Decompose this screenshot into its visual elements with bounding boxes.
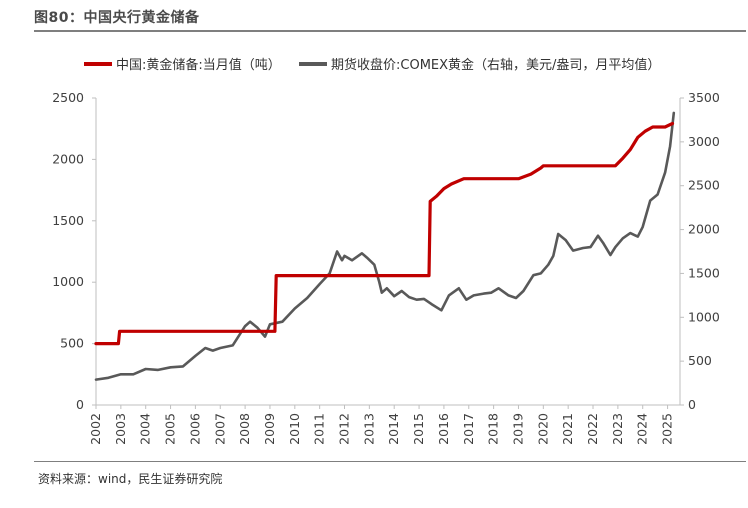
x-tick-label: 2022 [585, 413, 600, 445]
left-axis-ticks: 0 500 1000 1500 2000 2500 [52, 90, 96, 412]
x-tick-label: 2007 [212, 413, 227, 445]
right-tick-label: 0 [688, 397, 696, 412]
left-tick-label: 2000 [52, 151, 84, 166]
right-tick-label: 1500 [688, 265, 720, 280]
x-tick-label: 2021 [560, 413, 575, 445]
source-rule [34, 461, 746, 462]
left-tick-label: 0 [76, 397, 84, 412]
x-tick-label: 2023 [610, 413, 625, 445]
left-tick-label: 500 [60, 336, 84, 351]
x-tick-label: 2012 [337, 413, 352, 445]
x-tick-label: 2003 [113, 413, 128, 445]
x-tick-label: 2014 [386, 413, 401, 445]
x-tick-label: 2009 [262, 413, 277, 445]
x-tick-label: 2005 [163, 413, 178, 445]
left-tick-label: 1000 [52, 274, 84, 289]
right-tick-label: 3000 [688, 134, 720, 149]
x-tick-label: 2004 [138, 413, 153, 445]
x-axis-ticks: 2002 2003 2004 2005 2006 2007 2008 2009 2010 2011… [88, 405, 675, 445]
x-tick-label: 2006 [187, 413, 202, 445]
right-tick-label: 3500 [688, 90, 720, 105]
x-tick-label: 2019 [510, 413, 525, 445]
x-tick-label: 2002 [88, 413, 103, 445]
legend-label-price: 期货收盘价:COMEX黄金（右轴，美元/盎司，月平均值） [331, 57, 660, 73]
series-layer [94, 111, 676, 381]
series-line-reserves [94, 121, 675, 346]
x-tick-label: 2008 [237, 413, 252, 445]
x-tick-label: 2018 [486, 413, 501, 445]
source-note: 资料来源：wind，民生证券研究院 [38, 472, 223, 486]
right-tick-label: 2000 [688, 222, 720, 237]
x-tick-label: 2024 [635, 413, 650, 445]
figure-title: 图80：中国央行黄金储备 [34, 10, 200, 26]
x-tick-label: 2010 [287, 413, 302, 445]
right-axis-ticks: 0 500 1000 1500 2000 2500 3000 3500 [680, 90, 720, 412]
title-rule [34, 30, 746, 32]
left-tick-label: 2500 [52, 90, 84, 105]
right-tick-label: 500 [688, 353, 712, 368]
right-tick-label: 2500 [688, 178, 720, 193]
right-tick-label: 1000 [688, 309, 720, 324]
x-tick-label: 2015 [411, 413, 426, 445]
series-line-price [94, 111, 676, 381]
left-tick-label: 1500 [52, 213, 84, 228]
x-tick-label: 2025 [660, 413, 675, 445]
legend-label-reserves: 中国:黄金储备:当月值（吨） [116, 57, 281, 73]
x-tick-label: 2017 [461, 413, 476, 445]
x-tick-label: 2016 [436, 413, 451, 445]
x-tick-label: 2020 [535, 413, 550, 445]
x-tick-label: 2011 [312, 413, 327, 445]
x-tick-label: 2013 [361, 413, 376, 445]
